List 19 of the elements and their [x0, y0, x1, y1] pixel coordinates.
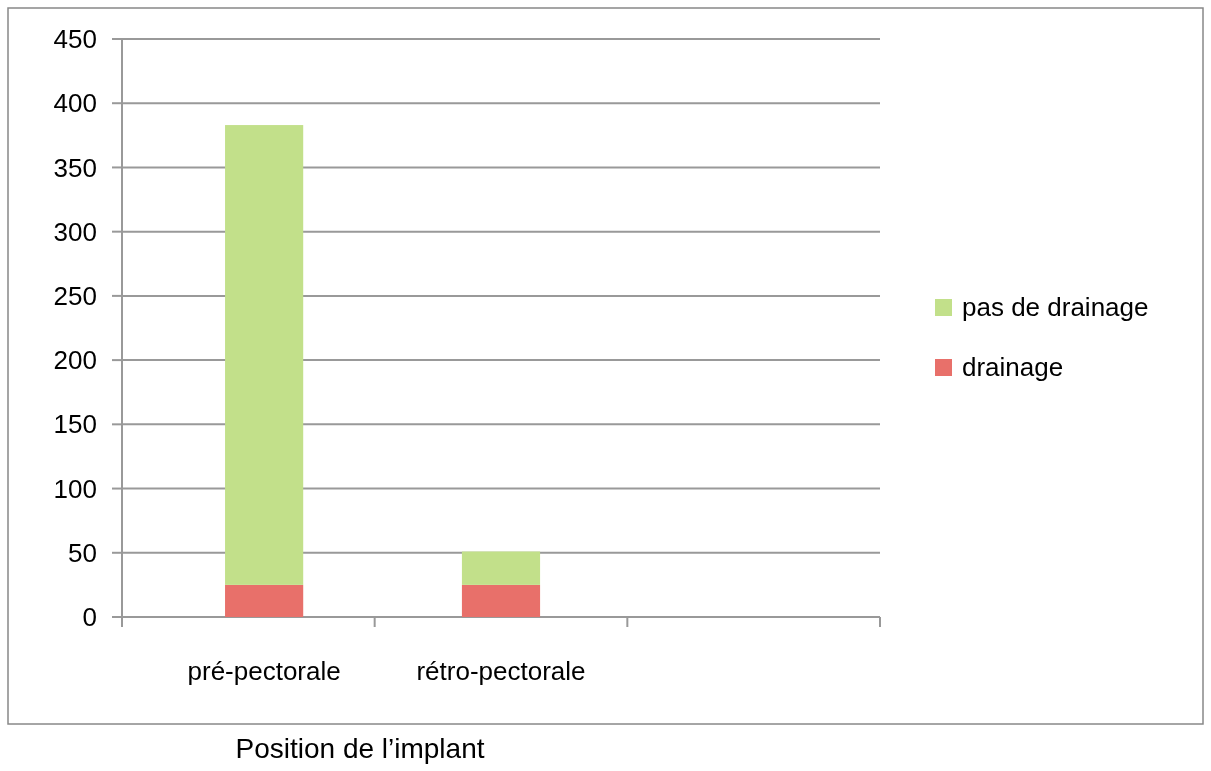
y-tick-label: 150: [53, 409, 97, 440]
legend-label: drainage: [962, 352, 1064, 383]
y-tick-label: 250: [53, 280, 97, 311]
y-tick-label: 50: [68, 537, 97, 568]
bar: [461, 584, 541, 617]
y-tick-label: 200: [53, 345, 97, 376]
y-tick-label: 0: [82, 602, 97, 633]
y-tick-label: 100: [53, 473, 97, 504]
y-tick-label: 350: [53, 152, 97, 183]
bar: [225, 584, 304, 617]
y-tick-label: 400: [53, 88, 97, 119]
x-tick-label: pré-pectorale: [187, 656, 341, 686]
bar: [225, 125, 304, 585]
bar: [461, 551, 541, 585]
legend-label: pas de drainage: [962, 292, 1149, 323]
y-tick-label: 300: [53, 216, 97, 247]
x-axis-title: Position de l’implant: [235, 733, 485, 764]
y-tick-label: 450: [53, 24, 97, 55]
x-tick-label: rétro-pectorale: [416, 656, 586, 686]
